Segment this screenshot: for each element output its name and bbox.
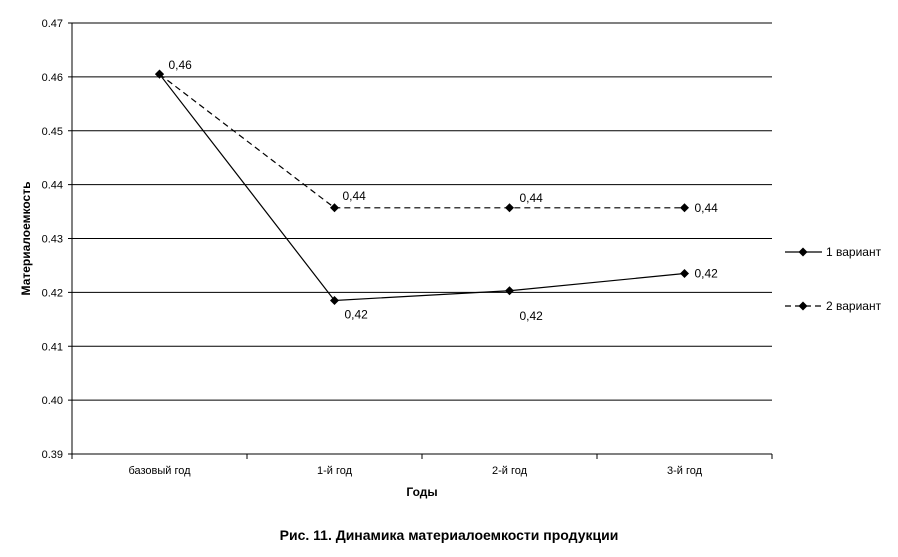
x-tick-label: 3-й год bbox=[667, 465, 703, 477]
series-1-marker bbox=[505, 286, 514, 296]
y-tick-label: 0.46 bbox=[42, 72, 63, 84]
data-label: 0,46 bbox=[169, 58, 193, 72]
legend-marker-2 bbox=[798, 301, 808, 311]
data-label: 0,44 bbox=[520, 191, 544, 205]
data-label: 0,42 bbox=[695, 267, 719, 281]
y-tick-label: 0.44 bbox=[42, 180, 63, 192]
y-tick-label: 0.40 bbox=[42, 395, 63, 407]
series-2-marker bbox=[330, 203, 339, 213]
line-chart: 0.39 0.40 0.41 0.42 0.43 0.44 0.45 0.46 0.47 базо… bbox=[19, 18, 882, 499]
series-line-1 bbox=[159, 73, 685, 302]
y-axis-title: Материалоемкость bbox=[19, 182, 33, 296]
data-label: 0,42 bbox=[345, 307, 369, 321]
y-tick-label: 0.45 bbox=[42, 126, 63, 138]
data-label: 0,44 bbox=[343, 189, 367, 203]
series-line-2 bbox=[159, 73, 685, 209]
series-2-marker bbox=[680, 203, 689, 213]
figure-caption: Рис. 11. Динамика материалоемкости проду… bbox=[279, 527, 619, 543]
y-tick-label: 0.39 bbox=[42, 449, 63, 461]
y-tick-label: 0.47 bbox=[42, 18, 63, 30]
data-label: 0,42 bbox=[520, 309, 544, 323]
y-tick-label: 0.41 bbox=[42, 341, 63, 353]
series-2-marker bbox=[505, 203, 514, 213]
series-1-marker bbox=[330, 295, 339, 305]
x-axis-title: Годы bbox=[406, 485, 437, 499]
x-tick-label: 2-й год bbox=[492, 465, 528, 477]
legend-label-1: 1 вариант bbox=[826, 245, 882, 259]
x-tick-label: 1-й год bbox=[317, 465, 353, 477]
data-label: 0,44 bbox=[695, 201, 719, 215]
y-tick-label: 0.43 bbox=[42, 234, 63, 246]
legend-label-2: 2 вариант bbox=[826, 299, 882, 313]
series-1-marker bbox=[680, 269, 689, 279]
legend-marker-1 bbox=[798, 247, 808, 257]
y-tick-label: 0.42 bbox=[42, 287, 63, 299]
series-1-marker bbox=[155, 69, 164, 79]
x-tick-label: базовый год bbox=[128, 465, 191, 477]
